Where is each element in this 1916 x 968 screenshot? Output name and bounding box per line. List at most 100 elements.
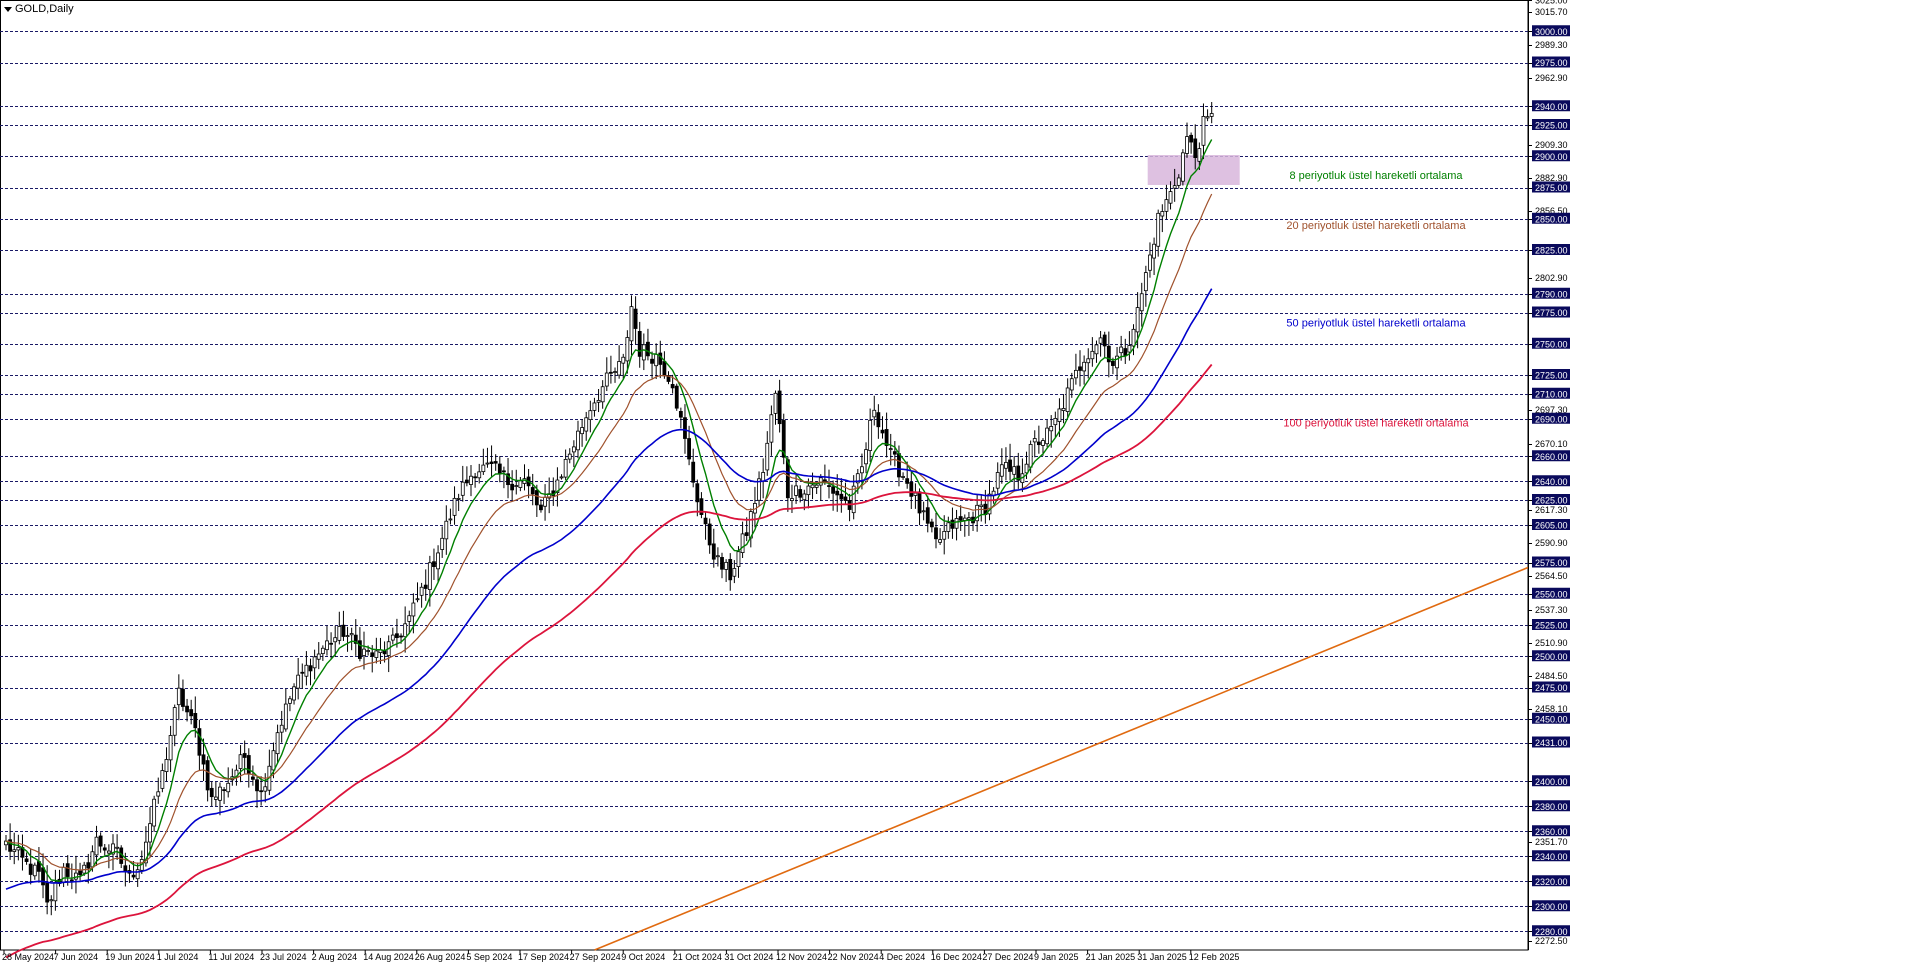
candle-body: [218, 786, 222, 801]
candle-body: [835, 490, 840, 496]
price-level-badge: [1532, 337, 1570, 349]
price-tick-label: 2320.00: [1535, 877, 1568, 887]
candle-body: [917, 491, 922, 514]
price-level-badge: [1532, 369, 1570, 380]
time-tick-label: 1 Jul 2024: [157, 952, 199, 962]
candle-body: [1004, 462, 1008, 469]
candle-body: [539, 504, 543, 511]
price-level-badge: [1532, 619, 1570, 630]
candle-body: [8, 839, 13, 852]
candle-body: [296, 674, 301, 689]
candle-body: [831, 486, 836, 494]
candle-body: [855, 473, 860, 484]
time-axis[interactable]: 28 May 2024 7 Jun 2024 19 Jun 2024 1 Jul 20…: [2, 950, 1239, 962]
candle-body: [316, 653, 321, 660]
trendline-group: [594, 566, 1529, 951]
candle-body: [1069, 378, 1074, 391]
candle-body: [633, 308, 638, 329]
candle-body: [436, 552, 440, 570]
ema50-line: [5, 288, 1213, 890]
candle-body: [1078, 366, 1082, 371]
candle-body: [584, 417, 589, 432]
candle-body: [197, 728, 202, 756]
price-tick-label: 2909.30: [1535, 140, 1568, 150]
candle-body: [901, 476, 905, 478]
price-level-badge: [1532, 875, 1570, 887]
time-tick-label: 12 Feb 2025: [1189, 952, 1240, 962]
price-tick-label: 2550.00: [1535, 589, 1568, 599]
candle-body: [637, 331, 642, 357]
candle-body: [765, 442, 770, 471]
candle-body: [1127, 345, 1132, 353]
candle-body: [473, 476, 478, 479]
price-tick-label: 2802.90: [1535, 273, 1568, 283]
candle-body: [325, 640, 329, 651]
candle-body: [1131, 328, 1136, 347]
price-level-badge: [1532, 150, 1570, 162]
symbol-title[interactable]: GOLD,Daily: [4, 3, 74, 15]
candle-body: [115, 846, 120, 849]
candle-body: [481, 464, 486, 473]
candle-body: [851, 485, 856, 514]
time-tick-label: 14 Aug 2024: [363, 952, 414, 962]
candle-body: [555, 479, 560, 494]
candle-body: [802, 493, 807, 501]
candle-body: [794, 485, 798, 496]
ema8-line: [5, 139, 1213, 882]
price-tick-label: 2640.00: [1535, 477, 1568, 487]
candle-body: [876, 412, 881, 428]
candle-body: [193, 713, 198, 729]
candle-body: [588, 410, 593, 421]
price-tick-label: 2975.00: [1535, 58, 1568, 68]
time-tick-label: 22 Nov 2024: [828, 952, 879, 962]
dropdown-triangle-icon[interactable]: [4, 6, 12, 12]
price-tick-label: 2850.00: [1535, 214, 1568, 224]
candle-body: [53, 881, 58, 902]
price-tick-label: 2380.00: [1535, 802, 1568, 812]
candle-body: [349, 633, 354, 636]
ema-annotation-4: 100 periyotluk üstel hareketli ortalama: [1283, 418, 1469, 430]
candle-body: [530, 487, 535, 495]
price-tick-label: 2940.00: [1535, 102, 1568, 112]
candle-body: [938, 539, 943, 543]
price-tick-label: 2625.00: [1535, 496, 1568, 506]
candle-body: [946, 522, 951, 532]
price-tick-label: 2500.00: [1535, 652, 1568, 662]
candle-body: [1139, 293, 1144, 312]
price-tick-label: 2660.00: [1535, 452, 1568, 462]
candle-body: [320, 647, 325, 655]
candle-body: [407, 615, 412, 622]
candle-body: [452, 497, 457, 516]
candle-body: [1189, 134, 1194, 143]
candle-body: [49, 899, 54, 902]
candle-body: [736, 551, 741, 567]
ema-lines-group: [5, 139, 1213, 959]
price-tick-label: 2475.00: [1535, 683, 1568, 693]
price-tick-label: 2925.00: [1535, 121, 1568, 131]
candle-body: [967, 517, 971, 520]
candle-body: [543, 496, 547, 507]
candle-body: [65, 863, 70, 877]
candle-body: [592, 402, 597, 411]
price-level-badge: [1532, 775, 1570, 787]
candle-body: [621, 356, 626, 364]
candle-body: [181, 688, 185, 707]
candle-body: [1143, 272, 1148, 292]
candle-body: [600, 386, 605, 403]
candle-body: [460, 481, 465, 496]
candle-body: [148, 823, 152, 843]
candle-body: [744, 532, 749, 536]
candle-body: [403, 623, 408, 638]
candle-body: [337, 626, 342, 641]
ema-annotation-1: 8 periyotluk üstel hareketli ortalama: [1289, 170, 1463, 182]
candle-body: [909, 482, 914, 497]
candle-body: [209, 787, 214, 798]
candle-body: [395, 633, 399, 639]
candle-body: [176, 687, 181, 706]
price-level-badge: [1532, 519, 1570, 530]
candle-body: [28, 863, 33, 875]
candle-body: [510, 483, 515, 491]
